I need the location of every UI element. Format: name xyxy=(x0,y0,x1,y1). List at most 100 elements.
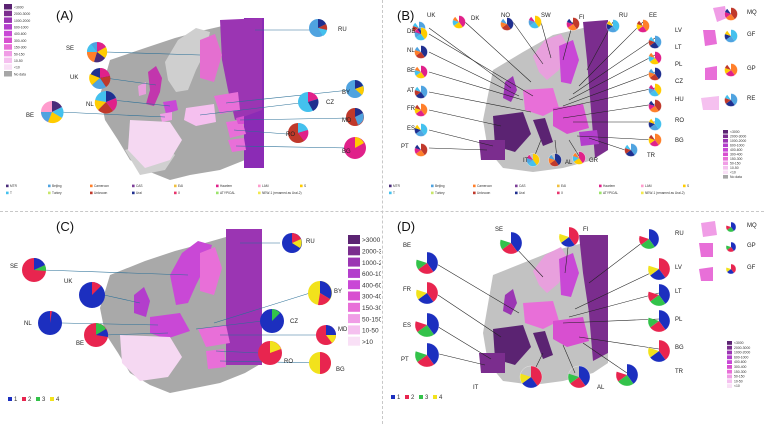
legend-label: ATYPICAL xyxy=(603,191,618,195)
legend-label: S xyxy=(304,184,306,188)
pie-d xyxy=(638,228,660,250)
central-region xyxy=(150,313,190,339)
legend-swatch xyxy=(473,184,476,188)
scale-b-label: 300-400 xyxy=(730,152,743,156)
legend-label: 3 xyxy=(42,397,46,403)
scale-a-swatch xyxy=(4,10,12,17)
pie-md xyxy=(346,108,364,126)
pie-b xyxy=(414,45,428,59)
panel-c-scale: >3000 2000-3000 1000-2000 600-1000 400-600 30… xyxy=(348,235,381,346)
legend-label: CAS xyxy=(136,184,143,188)
scale-a-label: 600-1000 xyxy=(14,26,28,30)
label-a-ru: RU xyxy=(338,27,347,33)
east-region xyxy=(553,104,589,134)
gp-region xyxy=(705,66,717,80)
panel-b-legend: MTR Beijing Cameroon CAS EAI Haarlem LAM S T Turk… xyxy=(389,184,689,195)
scale-a-label: No data xyxy=(14,72,26,76)
pie-b xyxy=(526,153,540,167)
pie-b xyxy=(648,51,662,65)
panel-a: (A) RU xyxy=(0,0,381,210)
scale-b-swatch xyxy=(723,143,728,148)
mq-region xyxy=(701,221,717,237)
pie-d xyxy=(567,365,591,389)
scale-a-swatch xyxy=(4,50,12,57)
label-a-bg: BG xyxy=(342,149,351,155)
legend-label: 2 xyxy=(28,397,32,403)
pie-c-cz xyxy=(260,309,284,333)
pie-d xyxy=(647,257,671,281)
france-region xyxy=(128,120,182,168)
legend-swatch xyxy=(515,191,518,195)
pie-b xyxy=(724,29,738,43)
scale-c-label: 2000-3000 xyxy=(362,249,381,256)
panel-divider-horizontal xyxy=(0,211,764,212)
legend-swatch xyxy=(419,395,423,399)
label-b-bg: BG xyxy=(675,138,684,144)
iberia-region xyxy=(479,353,505,373)
scale-d-label: <3000 xyxy=(734,341,744,345)
legend-label: Beijing xyxy=(52,184,62,188)
label-a-be: BE xyxy=(26,113,34,119)
label-d-tr: TR xyxy=(675,369,684,375)
gf-region xyxy=(699,267,713,281)
scale-d-swatch xyxy=(727,360,732,364)
pie-be xyxy=(41,100,64,124)
label-d-pt: PT xyxy=(401,357,409,363)
label-b-gr: GR xyxy=(589,158,599,164)
scale-d-swatch xyxy=(727,384,732,388)
panel-d: (D) SE FI RU BE FR ES PT LV LT PL BG TR … xyxy=(383,213,764,424)
scale-b-swatch xyxy=(723,134,728,139)
pie-d xyxy=(414,342,440,368)
legend-label: Turkey xyxy=(435,191,445,195)
russia-region xyxy=(226,229,262,365)
bg-region xyxy=(228,138,246,152)
legend-label: 4 xyxy=(439,395,443,401)
scale-d-label: 150-300 xyxy=(734,370,747,374)
russia-region xyxy=(583,20,608,158)
label-d-it: IT xyxy=(473,385,479,391)
legend-label: EAI xyxy=(178,184,183,188)
label-d-be: BE xyxy=(403,243,411,249)
legend-swatch xyxy=(557,184,560,188)
legend-label: Cameroon xyxy=(94,184,109,188)
re-region xyxy=(701,96,719,110)
ro-region xyxy=(206,349,226,369)
scale-a-swatch xyxy=(4,30,12,37)
legend-swatch xyxy=(431,191,434,195)
scale-c-label: >10 xyxy=(362,339,373,346)
scale-b-swatch xyxy=(723,175,728,179)
scale-c-label: 10-50 xyxy=(362,328,379,335)
panel-b-scale: <30002000-30001000-2000600-1000400-60030… xyxy=(723,130,746,179)
legend-label: Ural xyxy=(519,191,525,195)
label-a-se: SE xyxy=(66,46,74,52)
scale-c-label: 150-300 xyxy=(362,305,381,312)
scale-a-label: 1000-2000 xyxy=(14,19,30,23)
label-a-ro: RO xyxy=(286,132,295,138)
panel-d-legend: 1 2 3 4 xyxy=(391,395,443,401)
legend-swatch xyxy=(557,191,560,195)
label-b-dk: DK xyxy=(471,16,479,22)
label-d-es: ES xyxy=(403,323,411,329)
legend-swatch xyxy=(641,184,644,188)
pie-c-uk xyxy=(79,282,105,308)
label-b-gp: GP xyxy=(747,66,756,72)
italy-region xyxy=(533,118,553,146)
panel-a-letter: (A) xyxy=(56,8,73,23)
scale-a-label: 400-600 xyxy=(14,32,27,36)
scale-c-swatch xyxy=(348,235,360,244)
pie-b xyxy=(414,103,428,117)
label-d-ru: RU xyxy=(675,231,684,237)
pie-d xyxy=(415,281,439,305)
label-c-md: MD xyxy=(338,327,348,333)
legend-swatch xyxy=(515,184,518,188)
pie-d xyxy=(499,231,523,255)
legend-swatch xyxy=(391,395,395,399)
label-b-at: AT xyxy=(407,88,415,94)
scale-d-swatch xyxy=(727,341,732,345)
pie-d xyxy=(725,241,737,253)
uk-region xyxy=(134,287,150,317)
uk-region xyxy=(146,66,162,106)
mq-region xyxy=(713,6,727,22)
central-region xyxy=(523,88,559,116)
label-b-pl: PL xyxy=(675,62,683,68)
